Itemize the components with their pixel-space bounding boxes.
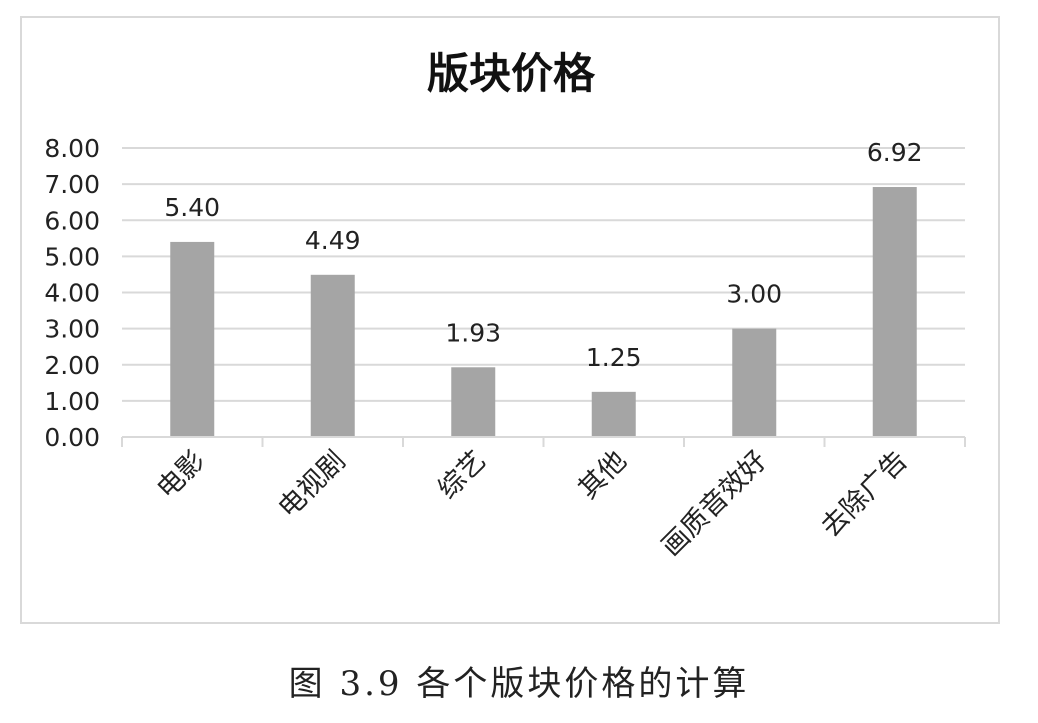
x-tick-label: 去除广告 [815, 445, 913, 543]
x-tick-label: 电影 [151, 445, 211, 505]
y-tick-label: 5.00 [44, 242, 100, 271]
chart-title: 版块价格 [427, 49, 596, 98]
bar [732, 328, 777, 437]
y-tick-label: 6.00 [44, 206, 100, 235]
x-tick-label: 画质音效好 [656, 445, 773, 562]
bar [451, 367, 496, 437]
gridlines [122, 147, 965, 402]
y-tick-label: 7.00 [44, 170, 100, 199]
y-tick-label: 0.00 [44, 423, 100, 452]
y-tick-label: 8.00 [44, 134, 100, 163]
x-axis [121, 436, 966, 447]
bar [170, 241, 215, 437]
y-tick-label: 2.00 [44, 351, 100, 380]
bar [591, 391, 636, 437]
data-label: 3.00 [726, 280, 782, 309]
x-axis-ticks: 电影 电视剧 综艺 其他 画质音效好 去除广告 [151, 445, 914, 562]
bars [170, 187, 917, 437]
x-tick-label: 综艺 [432, 445, 492, 505]
y-tick-label: 3.00 [44, 315, 100, 344]
x-tick-label: 电视剧 [273, 445, 352, 524]
data-label: 1.93 [445, 318, 501, 347]
data-label: 4.49 [305, 226, 361, 255]
y-tick-label: 1.00 [44, 387, 100, 416]
y-axis-ticks: 0.00 1.00 2.00 3.00 4.00 5.00 6.00 7.00 8.00 [44, 134, 100, 452]
data-labels: 5.40 4.49 1.93 1.25 3.00 6.92 [164, 138, 922, 372]
data-label: 5.40 [164, 193, 220, 222]
y-tick-label: 4.00 [44, 279, 100, 308]
figure-caption: 图 3.9 各个版块价格的计算 [288, 664, 750, 704]
data-label: 1.25 [586, 343, 642, 372]
data-label: 6.92 [867, 138, 923, 167]
bar [310, 274, 355, 437]
bar [872, 187, 917, 437]
x-tick-label: 其他 [573, 445, 633, 505]
